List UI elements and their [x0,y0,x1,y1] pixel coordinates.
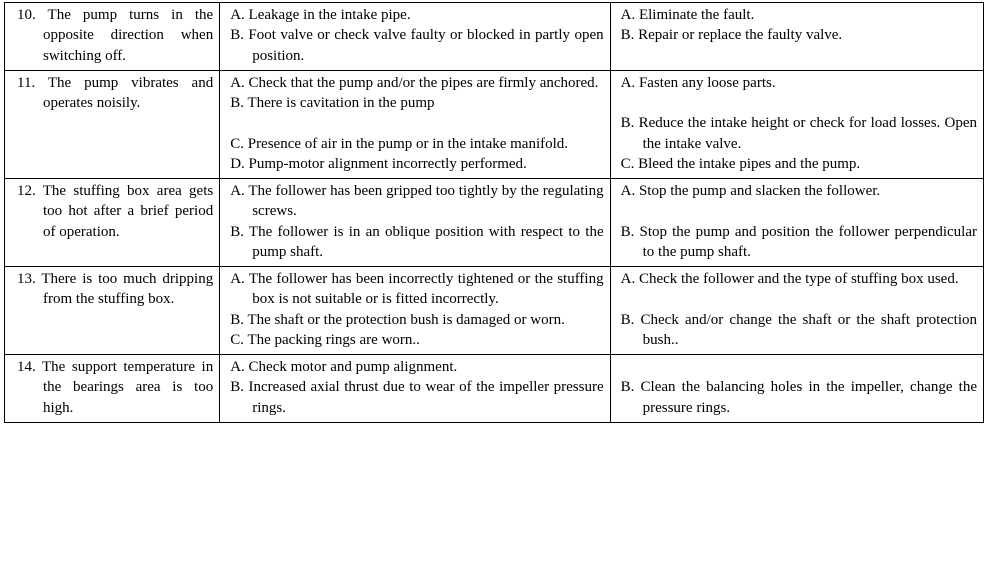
remedy-item [617,357,977,377]
fault-text: 14. The support temperature in the beari… [11,357,213,418]
cause-item: A. Check motor and pump alignment. [226,357,603,377]
fault-text: 10. The pump turns in the opposite direc… [11,5,213,66]
remedy-item: B. Repair or replace the faulty valve. [617,25,977,45]
troubleshooting-page: 10. The pump turns in the opposite direc… [0,0,988,425]
cause-cell: A. Leakage in the intake pipe. B. Foot v… [220,3,610,71]
cause-item: B. Increased axial thrust due to wear of… [226,377,603,418]
cause-item: B. The follower is in an oblique positio… [226,222,603,263]
fault-cell: 13. There is too much dripping from the … [5,267,220,355]
remedy-item: A. Eliminate the fault. [617,5,977,25]
cause-item: B. The shaft or the protection bush is d… [226,310,603,330]
fault-cell: 10. The pump turns in the opposite direc… [5,3,220,71]
table-body: 10. The pump turns in the opposite direc… [5,3,984,423]
table-row: 11. The pump vibrates and operates noisi… [5,70,984,178]
fault-cell: 11. The pump vibrates and operates noisi… [5,70,220,178]
fault-cell: 12. The stuffing box area gets too hot a… [5,179,220,267]
table-row: 14. The support temperature in the beari… [5,355,984,423]
remedy-item: A. Stop the pump and slacken the followe… [617,181,977,201]
cause-item: B. Foot valve or check valve faulty or b… [226,25,603,66]
cause-item [226,113,603,133]
cause-cell: A. The follower has been gripped too tig… [220,179,610,267]
fault-text: 11. The pump vibrates and operates noisi… [11,73,213,114]
cause-item: A. The follower has been incorrectly tig… [226,269,603,310]
fault-text: 13. There is too much dripping from the … [11,269,213,310]
cause-item: D. Pump-motor alignment incorrectly perf… [226,154,603,174]
fault-text: 12. The stuffing box area gets too hot a… [11,181,213,242]
remedy-item: B. Check and/or change the shaft or the … [617,310,977,351]
table-row: 10. The pump turns in the opposite direc… [5,3,984,71]
remedy-item: C. Bleed the intake pipes and the pump. [617,154,977,174]
fault-cell: 14. The support temperature in the beari… [5,355,220,423]
cause-cell: A. Check that the pump and/or the pipes … [220,70,610,178]
remedy-item [617,289,977,309]
cause-cell: A. Check motor and pump alignment. B. In… [220,355,610,423]
cause-item: A. Leakage in the intake pipe. [226,5,603,25]
table-row: 12. The stuffing box area gets too hot a… [5,179,984,267]
troubleshooting-table: 10. The pump turns in the opposite direc… [4,2,984,423]
cause-item: A. Check that the pump and/or the pipes … [226,73,603,93]
cause-cell: A. The follower has been incorrectly tig… [220,267,610,355]
remedy-item: A. Fasten any loose parts. [617,73,977,93]
table-row: 13. There is too much dripping from the … [5,267,984,355]
remedy-item [617,93,977,113]
remedy-cell: A. Fasten any loose parts. B. Reduce the… [610,70,983,178]
cause-item: C. The packing rings are worn.. [226,330,603,350]
remedy-item: B. Clean the balancing holes in the impe… [617,377,977,418]
remedy-item: B. Stop the pump and position the follow… [617,222,977,263]
cause-item: A. The follower has been gripped too tig… [226,181,603,222]
remedy-cell: A. Eliminate the fault. B. Repair or rep… [610,3,983,71]
remedy-cell: A. Stop the pump and slacken the followe… [610,179,983,267]
remedy-cell: A. Check the follower and the type of st… [610,267,983,355]
remedy-cell: B. Clean the balancing holes in the impe… [610,355,983,423]
remedy-item: B. Reduce the intake height or check for… [617,113,977,154]
cause-item: B. There is cavitation in the pump [226,93,603,113]
cause-item: C. Presence of air in the pump or in the… [226,134,603,154]
remedy-item [617,201,977,221]
remedy-item: A. Check the follower and the type of st… [617,269,977,289]
